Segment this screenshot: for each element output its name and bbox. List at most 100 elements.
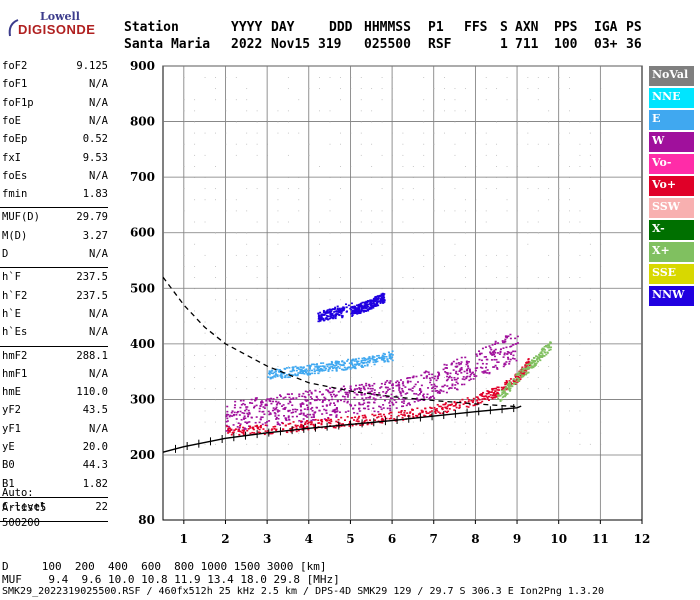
echo-point (351, 362, 353, 364)
echo-point (370, 304, 372, 306)
echo-point (484, 372, 486, 374)
echo-point (402, 383, 404, 385)
echo-point (398, 387, 400, 389)
grid-dot (205, 188, 206, 189)
grid-dot (382, 255, 383, 256)
echo-point (389, 408, 391, 410)
echo-point (300, 412, 302, 414)
grid-dot (278, 355, 279, 356)
grid-dot (184, 255, 185, 256)
grid-dot (413, 177, 414, 178)
echo-point (256, 416, 258, 418)
echo-point (315, 419, 317, 421)
grid-dot (455, 99, 456, 100)
echo-point (334, 404, 336, 406)
grid-dot (319, 355, 320, 356)
echo-point (326, 404, 328, 406)
grid-dot (580, 155, 581, 156)
echo-point (277, 403, 279, 405)
grid-dot (569, 388, 570, 389)
echo-point (505, 361, 507, 363)
echo-point (344, 399, 346, 401)
echo-point (363, 363, 365, 365)
echo-point (431, 377, 433, 379)
echo-point (456, 381, 458, 383)
echo-point (369, 307, 371, 309)
echo-point (297, 425, 299, 427)
grid-dot (559, 411, 560, 412)
grid-dot (392, 133, 393, 134)
grid-dot (205, 444, 206, 445)
echo-point (542, 353, 544, 355)
echo-point (259, 405, 261, 407)
grid-dot (194, 99, 195, 100)
grid-dot (527, 433, 528, 434)
echo-point (447, 373, 449, 375)
grid-dot (403, 199, 404, 200)
grid-dot (600, 233, 601, 234)
grid-dot (580, 277, 581, 278)
echo-point (492, 389, 494, 391)
grid-dot (413, 277, 414, 278)
x-tick-label: 3 (263, 532, 271, 546)
echo-point (487, 390, 489, 392)
echo-point (273, 375, 275, 377)
echo-point (275, 429, 277, 431)
grid-dot (403, 344, 404, 345)
echo-point (530, 361, 532, 363)
grid-dot (600, 266, 601, 267)
echo-point (426, 396, 428, 398)
grid-dot (184, 99, 185, 100)
grid-dot (215, 277, 216, 278)
echo-point (346, 394, 348, 396)
grid-dot (580, 233, 581, 234)
echo-point (305, 397, 307, 399)
echo-point (504, 354, 506, 356)
grid-dot (486, 377, 487, 378)
grid-dot (267, 266, 268, 267)
grid-dot (371, 177, 372, 178)
echo-point (313, 363, 315, 365)
echo-point (325, 318, 327, 320)
echo-point (319, 318, 321, 320)
echo-point (357, 361, 359, 363)
grid-dot (215, 388, 216, 389)
grid-dot (288, 155, 289, 156)
echo-point (311, 421, 313, 423)
grid-dot (340, 255, 341, 256)
grid-dot (371, 411, 372, 412)
grid-dot (403, 322, 404, 323)
grid-dot (538, 233, 539, 234)
grid-dot (225, 99, 226, 100)
grid-dot (330, 122, 331, 123)
echo-point (494, 343, 496, 345)
grid-dot (319, 222, 320, 223)
grid-dot (527, 233, 528, 234)
echo-point (271, 370, 273, 372)
grid-dot (205, 344, 206, 345)
echo-point (319, 410, 321, 412)
grid-dot (288, 322, 289, 323)
grid-dot (569, 210, 570, 211)
x-tick-label: 8 (471, 532, 479, 546)
echo-point (337, 400, 339, 402)
grid-dot (486, 322, 487, 323)
grid-dot (309, 266, 310, 267)
grid-dot (590, 166, 591, 167)
echo-point (262, 411, 264, 413)
grid-dot (350, 166, 351, 167)
echo-point (388, 352, 390, 354)
grid-dot (267, 244, 268, 245)
echo-point (307, 414, 309, 416)
grid-dot (215, 299, 216, 300)
grid-dot (236, 77, 237, 78)
grid-dot (225, 288, 226, 289)
echo-point (309, 370, 311, 372)
echo-point (497, 398, 499, 400)
grid-dot (465, 210, 466, 211)
echo-point (326, 364, 328, 366)
echo-point (447, 404, 449, 406)
echo-point (306, 416, 308, 418)
echo-point (377, 305, 379, 307)
echo-point (435, 390, 437, 392)
